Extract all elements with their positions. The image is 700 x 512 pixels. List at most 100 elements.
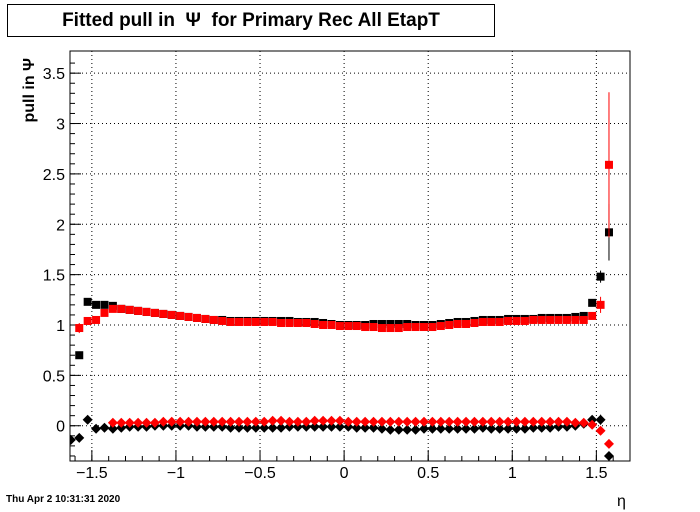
y-tick-label: 0.5 bbox=[43, 368, 65, 385]
data-point-square bbox=[92, 300, 101, 309]
data-point-diamond bbox=[351, 422, 362, 433]
data-point-square bbox=[403, 323, 412, 332]
x-tick-label: 0.5 bbox=[417, 465, 439, 482]
data-point-diamond bbox=[603, 450, 614, 461]
data-point-square bbox=[478, 317, 487, 326]
data-point-diamond bbox=[536, 416, 547, 427]
data-point-square bbox=[167, 310, 176, 319]
data-point-diamond bbox=[284, 416, 295, 427]
x-tick-label: −1 bbox=[167, 465, 185, 482]
data-point-square bbox=[361, 323, 370, 332]
data-point-square bbox=[596, 272, 605, 281]
data-point-diamond bbox=[452, 423, 463, 434]
data-point-diamond bbox=[133, 417, 144, 428]
data-point-diamond bbox=[486, 416, 497, 427]
data-point-square bbox=[571, 315, 580, 324]
data-point-diamond bbox=[259, 422, 270, 433]
data-point-diamond bbox=[183, 416, 194, 427]
data-point-diamond bbox=[242, 422, 253, 433]
data-point-diamond bbox=[461, 423, 472, 434]
data-point-square bbox=[293, 318, 302, 327]
data-point-square bbox=[394, 324, 403, 333]
data-point-diamond bbox=[343, 416, 354, 427]
data-point-diamond bbox=[99, 422, 110, 433]
x-tick-label: 1 bbox=[508, 465, 517, 482]
data-point-diamond bbox=[326, 421, 337, 432]
data-point-square bbox=[520, 316, 529, 325]
data-point-diamond bbox=[368, 422, 379, 433]
data-point-diamond bbox=[234, 416, 245, 427]
data-point-square bbox=[386, 319, 395, 328]
data-point-diamond bbox=[343, 421, 354, 432]
data-point-diamond bbox=[385, 424, 396, 435]
x-axis-label: η bbox=[617, 493, 626, 510]
data-point-diamond bbox=[124, 417, 135, 428]
data-point-square bbox=[411, 323, 420, 332]
x-tick-label: 0 bbox=[340, 465, 349, 482]
y-tick-label: 1.5 bbox=[43, 268, 65, 285]
data-point-diamond bbox=[70, 434, 76, 445]
chart-title-box: Fitted pull in Ψ for Primary Rec All Eta… bbox=[7, 4, 495, 37]
data-point-square bbox=[302, 318, 311, 327]
data-point-diamond bbox=[503, 416, 514, 427]
data-point-diamond bbox=[528, 416, 539, 427]
data-point-diamond bbox=[427, 416, 438, 427]
chart-title: Fitted pull in Ψ for Primary Rec All Eta… bbox=[62, 9, 440, 31]
data-point-square bbox=[512, 316, 521, 325]
y-axis-label: pull in Ψ bbox=[21, 58, 38, 123]
data-point-diamond bbox=[561, 416, 572, 427]
data-point-square bbox=[377, 319, 386, 328]
data-point-square bbox=[386, 324, 395, 333]
data-point-diamond bbox=[376, 423, 387, 434]
data-point-diamond bbox=[393, 416, 404, 427]
data-point-square bbox=[495, 317, 504, 326]
plot-background bbox=[70, 51, 630, 461]
data-point-square bbox=[419, 323, 428, 332]
data-point-diamond bbox=[200, 416, 211, 427]
data-point-diamond bbox=[309, 415, 320, 426]
data-layer bbox=[70, 92, 614, 461]
data-point-diamond bbox=[545, 416, 556, 427]
data-point-diamond bbox=[486, 423, 497, 434]
data-point-diamond bbox=[376, 416, 387, 427]
data-point-diamond bbox=[595, 414, 606, 425]
data-point-diamond bbox=[234, 422, 245, 433]
data-point-diamond bbox=[276, 415, 287, 426]
data-point-diamond bbox=[444, 416, 455, 427]
data-point-square bbox=[529, 315, 538, 324]
data-point-diamond bbox=[141, 417, 152, 428]
data-point-square bbox=[436, 322, 445, 331]
data-point-diamond bbox=[250, 416, 261, 427]
data-point-diamond bbox=[570, 417, 581, 428]
data-point-square bbox=[604, 160, 613, 169]
data-point-diamond bbox=[191, 416, 202, 427]
x-tick-label: −1.5 bbox=[76, 465, 108, 482]
data-point-diamond bbox=[410, 416, 421, 427]
data-point-square bbox=[470, 318, 479, 327]
data-point-diamond bbox=[477, 422, 488, 433]
data-point-diamond bbox=[469, 423, 480, 434]
data-point-diamond bbox=[368, 416, 379, 427]
data-point-diamond bbox=[587, 419, 598, 430]
data-point-square bbox=[377, 324, 386, 333]
data-point-diamond bbox=[208, 421, 219, 432]
data-point-square bbox=[260, 317, 269, 326]
data-point-square bbox=[209, 315, 218, 324]
data-point-diamond bbox=[603, 438, 614, 449]
data-point-square bbox=[588, 311, 597, 320]
data-point-diamond bbox=[217, 416, 228, 427]
data-point-diamond bbox=[158, 416, 169, 427]
data-point-diamond bbox=[494, 416, 505, 427]
data-point-square bbox=[537, 315, 546, 324]
data-point-square bbox=[75, 351, 84, 360]
data-point-diamond bbox=[410, 424, 421, 435]
data-point-diamond bbox=[292, 416, 303, 427]
data-point-diamond bbox=[175, 416, 186, 427]
data-point-square bbox=[327, 321, 336, 330]
y-tick-label: 0 bbox=[56, 419, 65, 436]
data-point-diamond bbox=[418, 416, 429, 427]
data-point-diamond bbox=[385, 416, 396, 427]
data-point-diamond bbox=[191, 421, 202, 432]
data-point-diamond bbox=[553, 421, 564, 432]
